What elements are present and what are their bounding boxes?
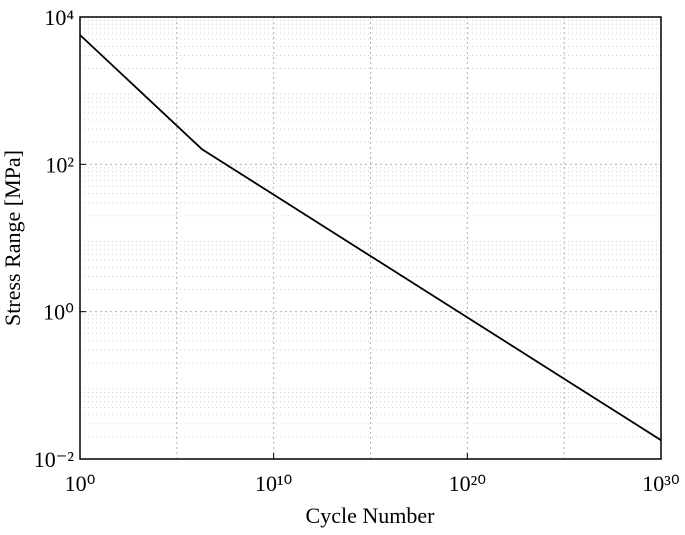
- x-tick-label: 10²⁰: [449, 471, 487, 496]
- plot-frame: [79, 16, 662, 460]
- x-axis-label: Cycle Number: [306, 503, 436, 528]
- x-tick-label: 10⁰: [65, 471, 96, 496]
- data-line: [79, 34, 662, 441]
- y-axis-label: Stress Range [MPa]: [0, 150, 25, 326]
- y-tick-label: 10⁰: [43, 300, 74, 325]
- y-tick-label: 10⁻²: [34, 447, 75, 472]
- x-tick-label: 10³⁰: [642, 471, 680, 496]
- y-tick-label: 10²: [45, 152, 74, 177]
- x-tick-label: 10¹⁰: [255, 471, 293, 496]
- y-tick-label: 10⁴: [44, 5, 74, 30]
